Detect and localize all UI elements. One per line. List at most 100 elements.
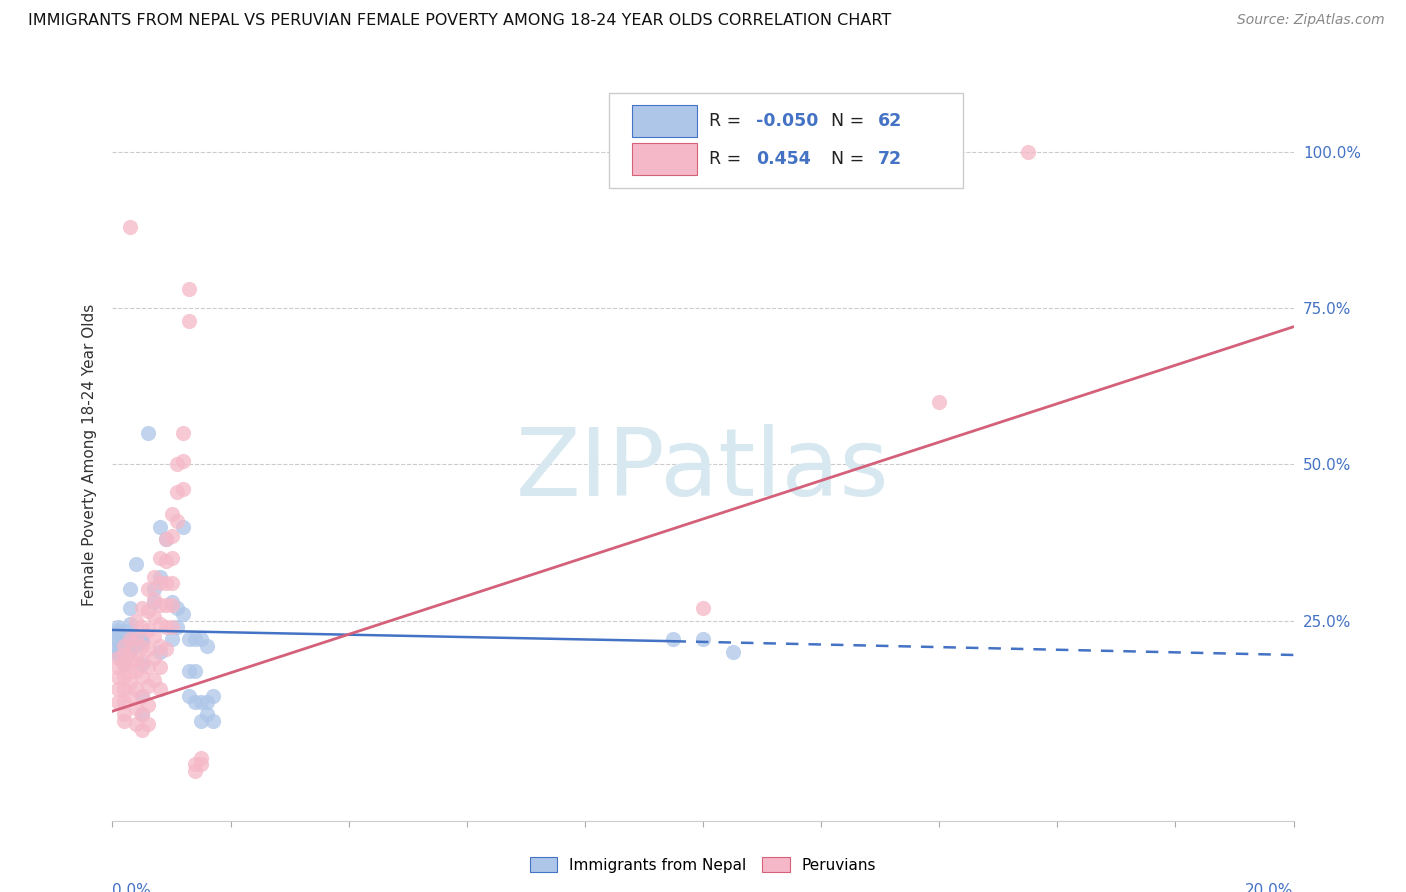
Point — [142, 570, 165, 584]
Point — [155, 598, 177, 612]
Point — [692, 632, 714, 647]
Point — [160, 632, 183, 647]
Point — [160, 576, 183, 591]
Point — [107, 670, 129, 684]
Point — [662, 632, 685, 647]
Point — [112, 635, 135, 649]
Point — [160, 508, 183, 522]
Point — [107, 632, 129, 647]
Point — [142, 591, 165, 606]
FancyBboxPatch shape — [633, 143, 697, 175]
Point — [112, 645, 135, 659]
Point — [149, 639, 172, 653]
Point — [131, 670, 153, 684]
Point — [142, 595, 165, 609]
Point — [120, 601, 142, 615]
Point — [120, 582, 142, 597]
Point — [125, 614, 148, 628]
Point — [120, 689, 142, 703]
Point — [160, 551, 183, 566]
Point — [112, 648, 135, 662]
Point — [136, 582, 159, 597]
Point — [201, 689, 224, 703]
Point — [928, 394, 950, 409]
Text: 0.454: 0.454 — [756, 150, 811, 168]
Point — [112, 707, 135, 722]
Point — [149, 570, 172, 584]
Point — [131, 707, 153, 722]
Legend: Immigrants from Nepal, Peruvians: Immigrants from Nepal, Peruvians — [523, 851, 883, 879]
Point — [107, 682, 129, 697]
Point — [149, 682, 172, 697]
Point — [112, 639, 135, 653]
Text: N =: N = — [831, 112, 869, 129]
Point — [107, 620, 129, 634]
Text: 20.0%: 20.0% — [1246, 883, 1294, 892]
Point — [160, 529, 183, 543]
Point — [155, 620, 177, 634]
Text: N =: N = — [831, 150, 869, 168]
Point — [184, 664, 207, 678]
Point — [107, 648, 129, 662]
Point — [136, 604, 159, 618]
Point — [149, 551, 172, 566]
Text: ZIPatlas: ZIPatlas — [516, 424, 890, 516]
Point — [136, 716, 159, 731]
Point — [131, 632, 153, 647]
Text: -0.050: -0.050 — [756, 112, 818, 129]
Point — [125, 701, 148, 715]
Point — [112, 695, 135, 709]
Point — [112, 657, 135, 672]
Point — [179, 282, 201, 296]
Point — [112, 641, 135, 656]
Point — [190, 757, 212, 772]
Point — [172, 425, 194, 440]
Point — [172, 607, 194, 622]
Text: IMMIGRANTS FROM NEPAL VS PERUVIAN FEMALE POVERTY AMONG 18-24 YEAR OLDS CORRELATI: IMMIGRANTS FROM NEPAL VS PERUVIAN FEMALE… — [28, 13, 891, 29]
Point — [112, 657, 135, 672]
Point — [120, 664, 142, 678]
Point — [136, 679, 159, 693]
Point — [131, 654, 153, 668]
Point — [107, 635, 129, 649]
Point — [125, 651, 148, 665]
Point — [107, 645, 129, 659]
Point — [107, 660, 129, 674]
Point — [107, 639, 129, 653]
FancyBboxPatch shape — [633, 104, 697, 136]
Point — [131, 620, 153, 634]
Point — [120, 645, 142, 659]
Point — [184, 757, 207, 772]
Point — [131, 639, 153, 653]
Point — [142, 629, 165, 643]
Point — [131, 689, 153, 703]
Point — [131, 601, 153, 615]
Point — [155, 554, 177, 568]
Point — [120, 632, 142, 647]
Point — [149, 520, 172, 534]
Point — [112, 632, 135, 647]
Point — [120, 635, 142, 649]
Point — [112, 682, 135, 697]
Point — [155, 533, 177, 547]
Point — [120, 676, 142, 690]
Point — [136, 641, 159, 656]
Text: Source: ZipAtlas.com: Source: ZipAtlas.com — [1237, 13, 1385, 28]
Point — [149, 660, 172, 674]
Text: R =: R = — [709, 150, 752, 168]
Text: R =: R = — [709, 112, 747, 129]
Point — [195, 695, 218, 709]
Point — [149, 598, 172, 612]
Point — [112, 714, 135, 728]
Point — [142, 673, 165, 687]
Point — [195, 707, 218, 722]
Point — [166, 514, 188, 528]
Point — [149, 645, 172, 659]
Point — [125, 664, 148, 678]
Point — [131, 657, 153, 672]
Point — [190, 751, 212, 765]
Point — [107, 623, 129, 637]
Point — [166, 601, 188, 615]
Point — [112, 651, 135, 665]
Point — [107, 695, 129, 709]
